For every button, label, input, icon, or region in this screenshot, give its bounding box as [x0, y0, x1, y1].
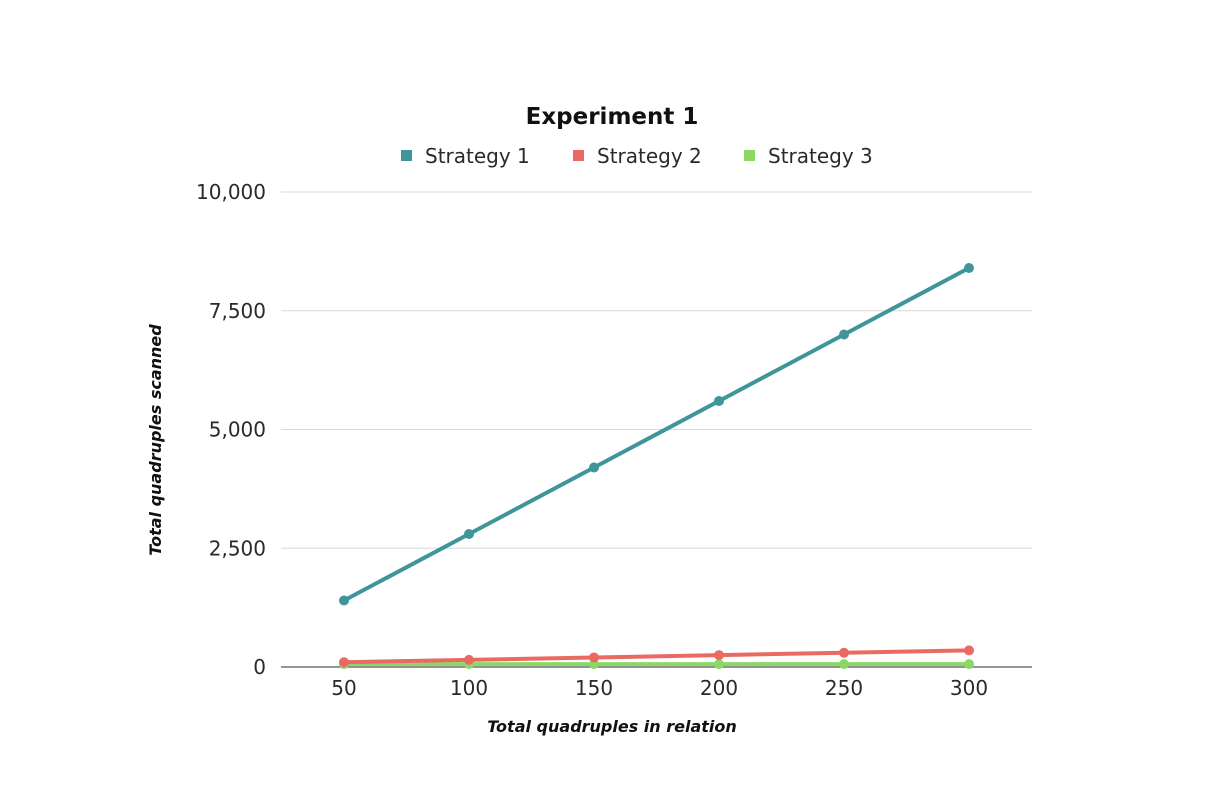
data-point	[589, 462, 599, 473]
series-lines	[339, 263, 974, 670]
chart-title: Experiment 1	[526, 104, 699, 130]
x-tick-label: 250	[825, 676, 863, 700]
y-tick-label: 2,500	[209, 536, 266, 560]
y-tick-label: 10,000	[196, 180, 266, 204]
legend-label: Strategy 2	[597, 144, 702, 168]
legend-item: Strategy 2	[573, 144, 702, 168]
legend-swatch	[744, 150, 755, 161]
data-point	[839, 329, 849, 340]
data-point	[339, 657, 349, 668]
gridlines	[281, 191, 1032, 668]
x-axis-ticks: 50 100 150 200 250 300	[331, 676, 988, 700]
series-2	[339, 645, 974, 668]
x-tick-label: 200	[700, 676, 738, 700]
data-point	[714, 659, 724, 670]
legend: Strategy 1 Strategy 2 Strategy 3	[401, 144, 873, 168]
series-line	[342, 266, 971, 603]
y-axis-ticks: 0 2,500 5,000 7,500 10,000	[196, 180, 266, 679]
data-point	[839, 659, 849, 670]
data-point	[714, 396, 724, 406]
data-point	[964, 659, 974, 670]
legend-swatch	[573, 150, 584, 161]
data-point	[464, 654, 474, 665]
series-1	[339, 263, 974, 606]
data-point	[839, 647, 849, 658]
y-axis-title: Total quadruples scanned	[146, 324, 165, 556]
x-tick-label: 50	[331, 676, 356, 700]
data-point	[464, 529, 474, 539]
y-tick-label: 7,500	[209, 299, 266, 323]
x-axis-title: Total quadruples in relation	[487, 717, 737, 736]
y-tick-label: 0	[253, 655, 266, 679]
data-point	[964, 645, 974, 656]
x-tick-label: 300	[950, 676, 988, 700]
series-line	[342, 648, 971, 665]
x-tick-label: 150	[575, 676, 613, 700]
x-tick-label: 100	[450, 676, 488, 700]
data-point	[589, 652, 599, 663]
data-point	[714, 650, 724, 661]
legend-label: Strategy 3	[768, 144, 873, 168]
legend-swatch	[401, 150, 412, 161]
y-tick-label: 5,000	[209, 418, 266, 442]
data-point	[339, 595, 349, 606]
data-point	[964, 263, 974, 273]
legend-label: Strategy 1	[425, 144, 530, 168]
legend-item: Strategy 3	[744, 144, 873, 168]
legend-item: Strategy 1	[401, 144, 530, 168]
